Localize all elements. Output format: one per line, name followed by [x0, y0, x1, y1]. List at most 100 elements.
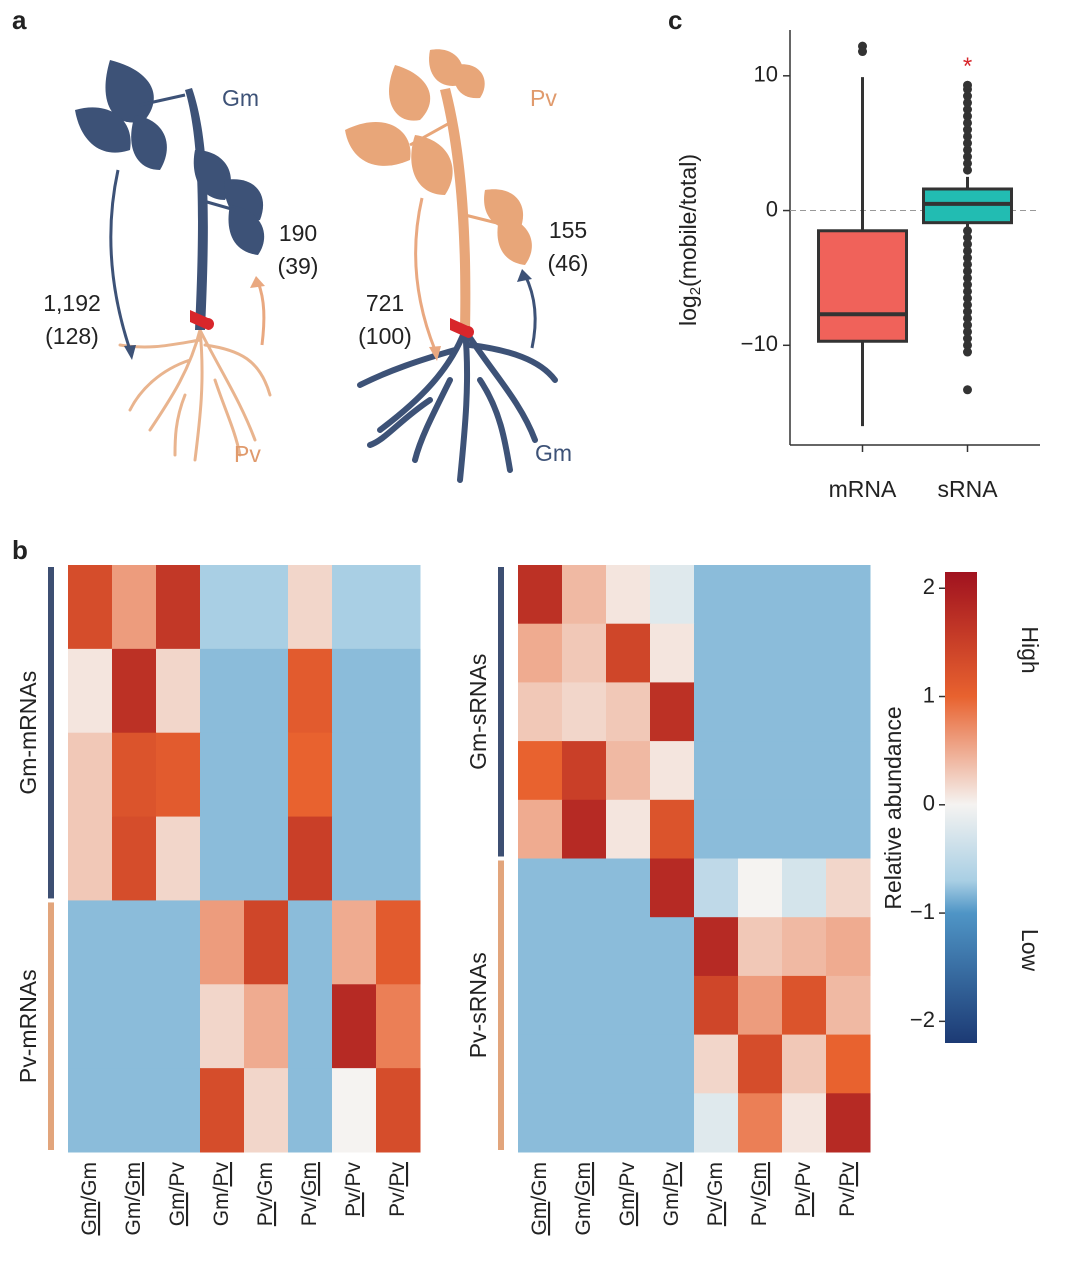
heatmap-cell — [650, 623, 695, 683]
heatmap-cell — [288, 648, 333, 734]
heatmap-cell — [518, 741, 563, 801]
heatmap-cell — [606, 917, 651, 977]
heatmap-cell — [200, 900, 245, 985]
column-label-part: Gm — [166, 1192, 189, 1226]
heatmap-cell — [562, 565, 607, 625]
heatmap-cell — [376, 1068, 421, 1153]
species-label: Pv — [234, 441, 261, 467]
column-label-part: / — [572, 1196, 595, 1202]
column-label: Gm/Gm — [78, 1162, 101, 1236]
heatmap-cell — [244, 732, 289, 818]
heatmap-cell — [694, 741, 739, 801]
column-label: Gm/Gm — [572, 1162, 595, 1236]
column-label: Gm/Pv — [166, 1162, 189, 1227]
heatmap-cell — [606, 1034, 651, 1094]
column-label: Gm/Pv — [660, 1162, 683, 1227]
column-label: Pv/Gm — [704, 1162, 727, 1226]
outlier — [963, 246, 972, 256]
column-label-part: / — [342, 1186, 365, 1192]
heatmap-cell — [738, 682, 783, 742]
column-label-part: Gm — [748, 1162, 771, 1196]
column-label-part: Pv — [792, 1162, 815, 1187]
heatmap-cell — [606, 623, 651, 683]
heatmap-cell — [68, 900, 113, 985]
column-label-part: Pv — [660, 1162, 683, 1187]
outlier — [963, 300, 972, 310]
heatmap-cell — [156, 648, 201, 734]
heatmap-cell — [562, 917, 607, 977]
outlier — [963, 239, 972, 249]
heatmap-cell — [782, 799, 827, 859]
y-tick-label: 0 — [766, 196, 778, 221]
heatmap-cell — [782, 682, 827, 742]
heatmap-cell — [376, 732, 421, 818]
heatmap-cell — [244, 648, 289, 734]
column-label-part: Pv — [254, 1201, 277, 1226]
outlier — [963, 158, 972, 168]
heatmap-cell — [826, 858, 871, 918]
heatmap-cell — [156, 1068, 201, 1153]
panel-label: a — [12, 5, 27, 35]
colorbar-tick-label: 2 — [923, 574, 935, 599]
column-label-part: Gm — [704, 1162, 727, 1196]
heatmap-cell — [68, 732, 113, 818]
heatmap-cell — [332, 565, 377, 650]
column-label-part: / — [836, 1186, 859, 1192]
heatmap-cell — [288, 732, 333, 818]
heatmap-cell — [562, 799, 607, 859]
heatmap-cell — [332, 1068, 377, 1153]
heatmap-cell — [112, 732, 157, 818]
colorbar-low: Low — [1017, 929, 1043, 972]
panel-a-drawing — [75, 49, 558, 483]
heatmap-cell — [200, 648, 245, 734]
heatmap-cell — [518, 975, 563, 1036]
outlier — [963, 152, 972, 162]
colorbar-tick-label: 1 — [923, 682, 935, 707]
column-label-part: / — [166, 1186, 189, 1192]
column-label-part: Gm — [616, 1192, 639, 1226]
box — [922, 187, 1013, 225]
column-label-part: Pv — [166, 1162, 189, 1187]
column-label-part: / — [78, 1196, 101, 1202]
heatmap-cell — [200, 1068, 245, 1153]
heatmap-cell — [738, 1034, 783, 1094]
column-label: Gm/Gm — [122, 1162, 145, 1236]
column-label: Pv/Gm — [748, 1162, 771, 1226]
group-bar — [498, 860, 504, 1150]
heatmap-cell — [562, 1034, 607, 1094]
heatmap-cell — [562, 682, 607, 742]
column-label-part: Gm — [78, 1202, 101, 1236]
heatmap-cell — [650, 1093, 695, 1153]
heatmap-cell — [650, 565, 695, 625]
column-label-part: / — [210, 1186, 233, 1192]
heatmap-cell — [332, 732, 377, 818]
heatmap-cell — [156, 816, 201, 901]
column-label-part: / — [704, 1196, 727, 1202]
heatmap-cell — [606, 799, 651, 859]
heatmap-cell — [738, 917, 783, 977]
column-label-part: Pv — [342, 1162, 365, 1187]
heatmap-cell — [782, 917, 827, 977]
heatmap-cell — [738, 565, 783, 625]
outlier — [963, 347, 972, 357]
heatmap-cell — [650, 1034, 695, 1094]
heatmap-cell — [288, 816, 333, 901]
species-label: Gm — [535, 440, 572, 466]
heatmap-cell — [376, 648, 421, 734]
heatmap-cell — [112, 565, 157, 650]
heatmap-cell — [518, 1034, 563, 1094]
outlier — [963, 286, 972, 296]
heatmap-cell — [606, 858, 651, 918]
outlier — [963, 334, 972, 344]
column-label-part: Pv — [386, 1162, 409, 1187]
panel-label: b — [12, 535, 28, 565]
column-label-part: Gm — [298, 1162, 321, 1196]
column-label-part: Pv — [836, 1162, 859, 1187]
heatmap-cell — [694, 565, 739, 625]
heatmap-cell — [518, 799, 563, 859]
species-label: Gm — [222, 85, 259, 111]
outlier — [858, 47, 867, 57]
x-tick-label: sRNA — [937, 476, 998, 502]
column-label: Gm/Pv — [616, 1162, 639, 1227]
column-label-part: Gm — [122, 1162, 145, 1196]
